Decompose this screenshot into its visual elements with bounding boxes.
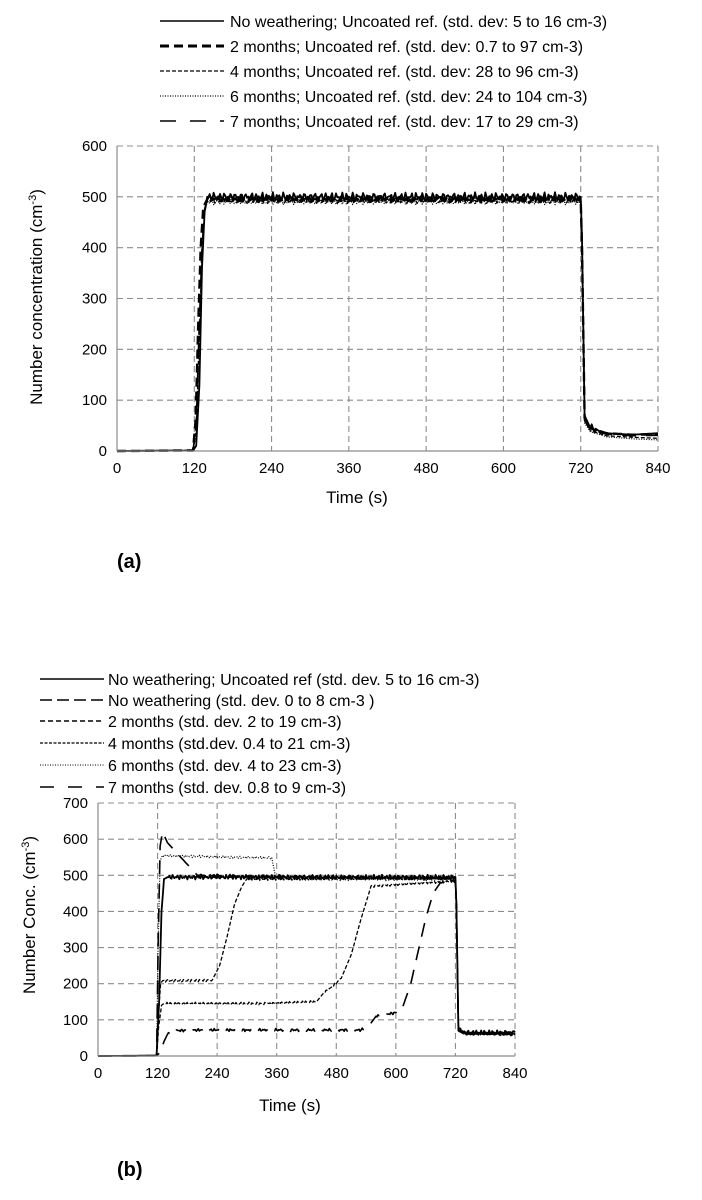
chart-a-series-line-0 — [117, 191, 659, 452]
chart-b-tick-labels: 0 100 200 300 400 500 600 700 0 120 240 360 480 600 72… — [63, 795, 528, 1082]
chart-a-xtick-label: 120 — [182, 460, 207, 477]
chart-a-panel-label: (a) — [117, 551, 141, 573]
chart-b: No weathering; Uncoated ref (std. dev. 5… — [20, 672, 528, 1181]
chart-b-series — [98, 831, 516, 1057]
chart-a-ytick-label: 100 — [82, 392, 107, 409]
chart-b-legend-label-5: 7 months (std. dev. 0.8 to 9 cm-3) — [108, 780, 346, 797]
chart-b-legend-label-2: 2 months (std. dev. 2 to 19 cm-3) — [108, 714, 342, 731]
chart-b-xtick-label: 120 — [145, 1065, 170, 1082]
chart-a-xtick-label: 360 — [336, 460, 361, 477]
chart-b-ytick-label: 0 — [80, 1048, 88, 1065]
chart-b-series-line-5 — [98, 879, 516, 1057]
chart-a-legend-label-4: 7 months; Uncoated ref. (std. dev: 17 to… — [230, 114, 579, 131]
chart-b-series-line-2 — [98, 876, 516, 1057]
chart-b-xtick-label: 360 — [264, 1065, 289, 1082]
chart-a-y-axis-title: Number concentration (cm-3) — [27, 189, 46, 405]
chart-a-ytick-label: 200 — [82, 341, 107, 358]
chart-a-axes — [116, 146, 658, 452]
chart-a-legend-label-0: No weathering; Uncoated ref. (std. dev: … — [230, 14, 607, 31]
chart-a-xtick-label: 600 — [491, 460, 516, 477]
chart-b-legend-label-1: No weathering (std. dev. 0 to 8 cm-3 ) — [108, 693, 374, 710]
chart-b-legend-label-4: 6 months (std. dev. 4 to 23 cm-3) — [108, 758, 342, 775]
chart-b-legend-label-3: 4 months (std.dev. 0.4 to 21 cm-3) — [108, 736, 350, 753]
chart-b-series-line-3 — [98, 879, 516, 1057]
chart-b-xtick-label: 720 — [443, 1065, 468, 1082]
chart-b-ytick-label: 300 — [63, 940, 88, 957]
chart-a-tick-labels: 0 100 200 300 400 500 600 0 120 240 360 480 600 720 84… — [82, 138, 671, 477]
chart-b-ytick-label: 700 — [63, 795, 88, 812]
chart-b-series-line-4 — [98, 854, 516, 1057]
chart-a-ytick-label: 0 — [99, 443, 107, 460]
chart-b-xtick-label: 0 — [94, 1065, 102, 1082]
chart-a-ytick-label: 300 — [82, 291, 107, 308]
chart-b-axes — [97, 803, 515, 1057]
chart-b-y-axis-title: Number Conc. (cm-3) — [20, 836, 39, 994]
chart-a-xtick-label: 840 — [645, 460, 670, 477]
chart-b-series-line-0 — [98, 873, 516, 1057]
chart-a-legend-label-2: 4 months; Uncoated ref. (std. dev: 28 to… — [230, 64, 579, 81]
chart-b-ytick-label: 600 — [63, 831, 88, 848]
chart-a-ytick-label: 500 — [82, 189, 107, 206]
chart-b-legend: No weathering; Uncoated ref (std. dev. 5… — [40, 672, 479, 797]
chart-a-xtick-label: 240 — [259, 460, 284, 477]
chart-a-ytick-label: 600 — [82, 138, 107, 155]
chart-a-xtick-label: 720 — [568, 460, 593, 477]
chart-a-x-axis-title: Time (s) — [326, 488, 388, 507]
chart-b-xtick-label: 240 — [205, 1065, 230, 1082]
chart-b-xtick-label: 840 — [502, 1065, 527, 1082]
chart-b-ytick-label: 200 — [63, 976, 88, 993]
chart-a-xtick-label: 480 — [414, 460, 439, 477]
chart-a-series-line-4 — [117, 195, 659, 452]
chart-a-legend-label-1: 2 months; Uncoated ref. (std. dev: 0.7 t… — [230, 39, 583, 56]
chart-b-ytick-label: 100 — [63, 1012, 88, 1029]
chart-a-ytick-label: 400 — [82, 240, 107, 257]
chart-a-series-line-2 — [117, 197, 659, 452]
chart-a-legend: No weathering; Uncoated ref. (std. dev: … — [160, 14, 607, 131]
chart-b-xtick-label: 600 — [383, 1065, 408, 1082]
chart-a: No weathering; Uncoated ref. (std. dev: … — [27, 14, 671, 573]
chart-b-legend-label-0: No weathering; Uncoated ref (std. dev. 5… — [108, 672, 479, 689]
chart-b-x-axis-title: Time (s) — [259, 1096, 321, 1115]
chart-a-legend-label-3: 6 months; Uncoated ref. (std. dev: 24 to… — [230, 89, 588, 106]
chart-b-ytick-label: 500 — [63, 867, 88, 884]
chart-b-ytick-label: 400 — [63, 903, 88, 920]
chart-a-series — [117, 191, 659, 453]
chart-a-series-line-3 — [117, 198, 658, 452]
chart-a-xtick-label: 0 — [113, 460, 121, 477]
chart-b-xtick-label: 480 — [324, 1065, 349, 1082]
chart-b-panel-label: (b) — [117, 1159, 143, 1181]
